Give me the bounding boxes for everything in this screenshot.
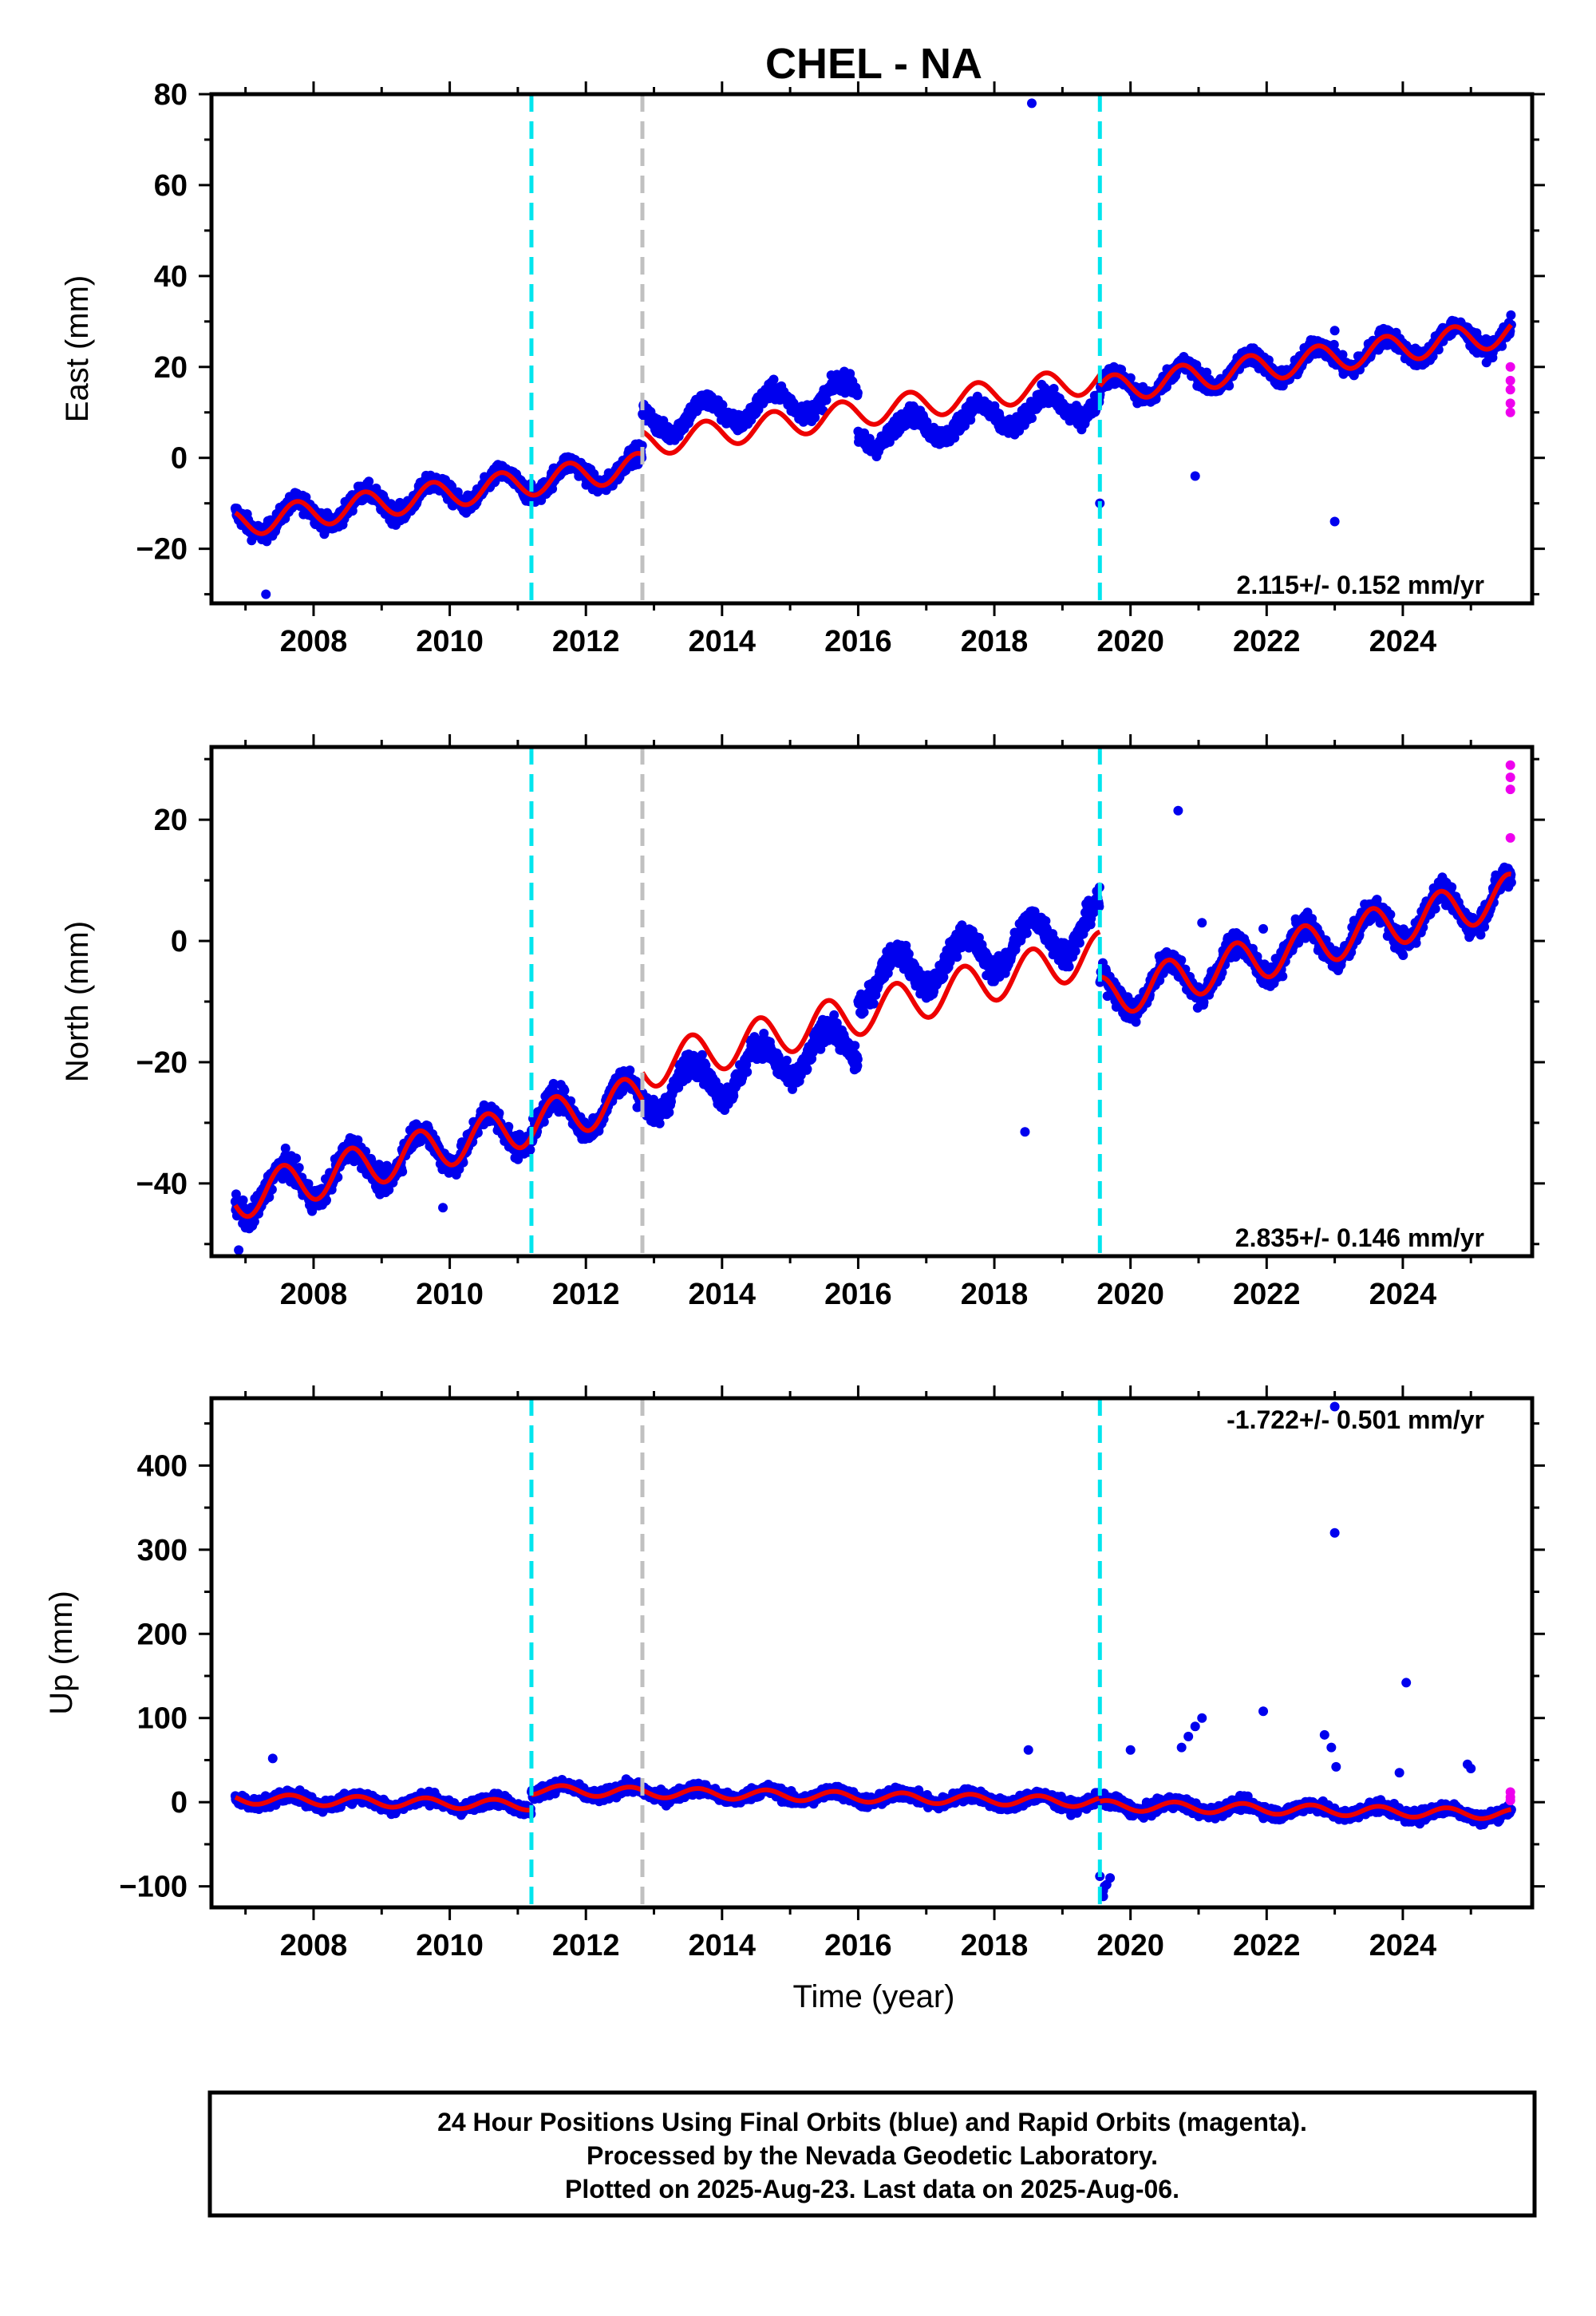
- data-point: [829, 1010, 839, 1020]
- data-point: [504, 1121, 514, 1132]
- data-point: [821, 395, 832, 405]
- x-tick-label: 2008: [280, 625, 348, 658]
- data-point: [1224, 381, 1235, 391]
- y-tick-label: 80: [154, 78, 188, 112]
- y-tick-label: 60: [154, 169, 188, 203]
- north-panel: 2008 2010 2012 2014 2016 2018 2020 2022 2024200−…: [60, 734, 1545, 1311]
- data-point: [903, 949, 914, 959]
- data-point: [525, 1144, 535, 1155]
- x-tick-label: 2014: [689, 625, 757, 658]
- data-point: [548, 1078, 559, 1089]
- x-tick-label: 2022: [1233, 625, 1301, 658]
- outlier-point: [1329, 516, 1340, 527]
- outlier-point: [261, 589, 271, 599]
- data-point: [788, 1084, 797, 1094]
- y-tick-label: 20: [154, 351, 188, 385]
- data-point: [950, 433, 960, 443]
- data-point: [952, 952, 962, 962]
- data-point: [938, 972, 949, 982]
- y-tick-label: −20: [136, 533, 188, 567]
- data-point: [742, 1067, 753, 1077]
- data-point: [559, 1085, 570, 1096]
- data-point: [364, 476, 374, 487]
- model-curve-segment: [1097, 323, 1513, 400]
- data-point: [1027, 413, 1037, 423]
- data-point: [294, 1163, 304, 1173]
- y-axis-title: East (mm): [60, 275, 95, 422]
- data-point: [231, 1189, 241, 1199]
- y-tick-label: 40: [154, 260, 188, 294]
- data-point: [852, 388, 863, 398]
- x-tick-label: 2010: [416, 625, 484, 658]
- data-point: [966, 415, 976, 425]
- data-point: [1506, 310, 1516, 320]
- rapid-orbit-point: [1505, 385, 1515, 395]
- rapid-orbit-point: [1505, 407, 1515, 417]
- outlier-point: [1190, 471, 1200, 481]
- data-point: [1337, 350, 1348, 360]
- x-tick-label: 2016: [824, 625, 892, 658]
- data-point: [868, 998, 879, 1009]
- rapid-orbit-point: [1505, 362, 1515, 372]
- data-point: [802, 1064, 812, 1074]
- data-point: [664, 1107, 674, 1117]
- x-tick-label: 2012: [552, 625, 620, 658]
- data-point: [280, 1143, 290, 1153]
- plot-area: [230, 98, 1516, 599]
- data-point: [960, 421, 970, 431]
- data-point: [701, 1060, 711, 1070]
- rapid-orbit-point: [1505, 398, 1515, 409]
- plot-area: [230, 760, 1516, 1255]
- data-point: [322, 1195, 331, 1205]
- velocity-label: 2.115+/- 0.152 mm/yr: [1237, 571, 1484, 599]
- model-curve-segment: [641, 370, 1102, 456]
- east-panel: 2008 2010 2012 2014 2016 2018 2020 2022 2024 80 60…: [60, 78, 1545, 658]
- y-tick-label: 0: [171, 442, 188, 476]
- data-point: [654, 1118, 665, 1128]
- outlier-point: [1132, 398, 1143, 409]
- data-point: [625, 1065, 635, 1076]
- data-point: [852, 1054, 863, 1065]
- data-point: [859, 1007, 869, 1018]
- data-point: [1202, 367, 1212, 377]
- data-point: [1329, 339, 1339, 350]
- data-point: [291, 1153, 302, 1164]
- data-point: [666, 1097, 676, 1107]
- data-point: [850, 1041, 860, 1051]
- x-tick-label: 2024: [1369, 625, 1437, 658]
- data-point: [637, 441, 647, 451]
- rapid-orbit-point: [1505, 375, 1515, 385]
- final-orbit-points: [230, 805, 1516, 1255]
- data-point: [397, 1167, 408, 1177]
- data-point: [1049, 384, 1059, 393]
- data-point: [697, 1049, 707, 1060]
- data-point: [729, 1091, 739, 1101]
- plot-frame: [209, 92, 1535, 606]
- x-tick-label: 2020: [1096, 625, 1164, 658]
- data-point: [238, 1195, 248, 1205]
- data-point: [781, 1055, 792, 1065]
- data-point: [768, 374, 779, 385]
- outlier-point: [1026, 98, 1037, 109]
- model-curve-segment: [234, 450, 644, 536]
- x-tick-label: 2018: [961, 625, 1029, 658]
- data-point: [353, 1135, 363, 1145]
- data-point: [384, 1184, 394, 1195]
- outlier-point: [1329, 326, 1340, 336]
- chart-title: CHEL - NA: [765, 40, 982, 88]
- data-point: [945, 957, 955, 967]
